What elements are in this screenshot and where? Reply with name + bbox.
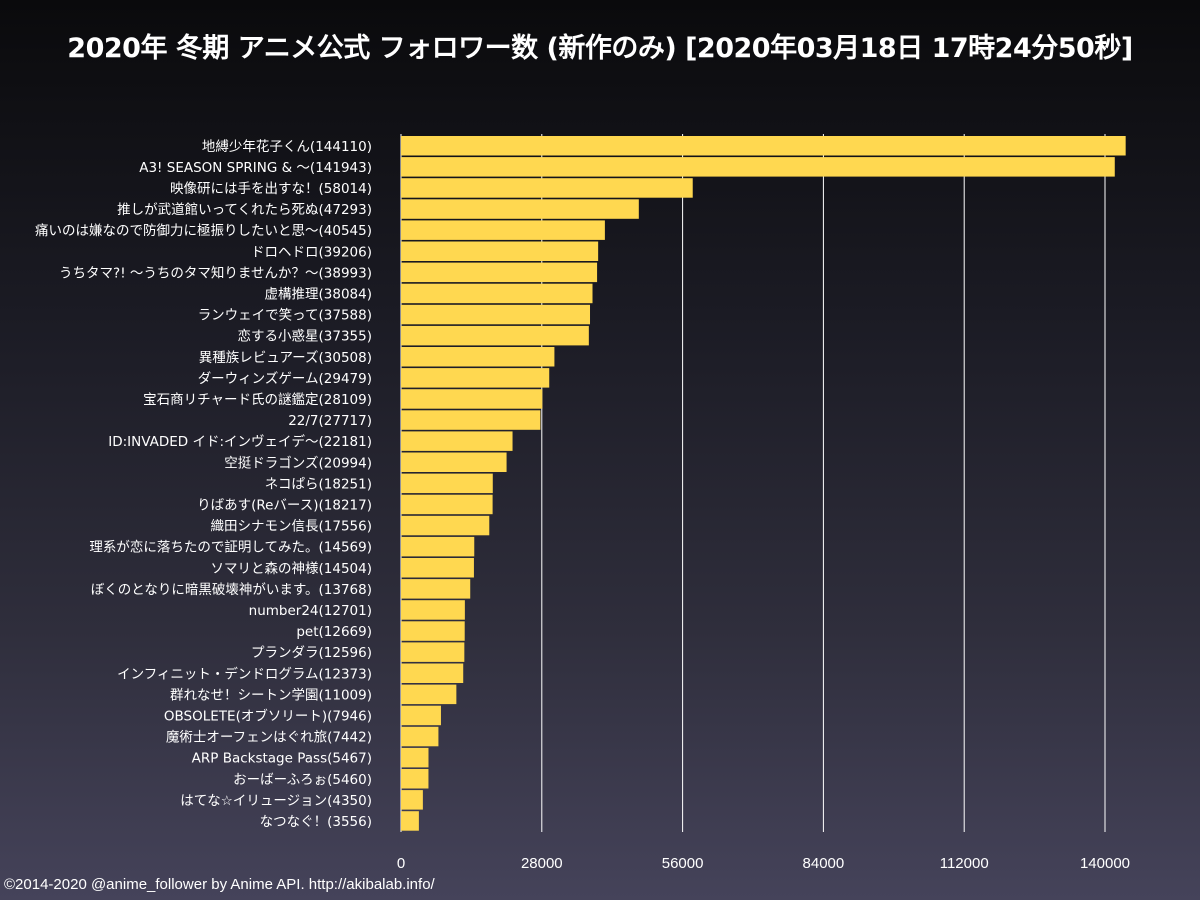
bar (401, 241, 599, 261)
bar (401, 389, 543, 409)
category-label: ソマリと森の神様(14504) (211, 561, 372, 577)
bar (401, 684, 457, 705)
bars (401, 136, 1126, 831)
bar (401, 178, 693, 198)
x-tick-label: 28000 (521, 855, 563, 872)
category-label: ランウェイで笑って(37588) (198, 308, 372, 324)
bar (401, 157, 1115, 177)
bar (401, 347, 555, 367)
category-label: 織田シナモン信長(17556) (211, 519, 372, 535)
bar (401, 473, 493, 494)
x-tick-label: 112000 (940, 855, 989, 872)
category-label: なつなぐ！(3556) (260, 814, 372, 830)
category-label: 空挺ドラゴンズ(20994) (224, 454, 372, 471)
bar (401, 494, 493, 515)
category-label: りばあす(Reバース)(18217) (197, 497, 372, 513)
bar (401, 410, 541, 430)
category-label: うちタマ?! ～うちのタマ知りませんか？～(38993) (59, 264, 372, 281)
category-label: ARP Backstage Pass(5467) (192, 751, 372, 767)
category-label: 群れなせ！シートン学園(11009) (170, 687, 372, 703)
bar (401, 600, 465, 620)
category-label: はてな☆イリュージョン(4350) (180, 793, 372, 809)
x-tick-label: 0 (397, 855, 405, 872)
bar (401, 452, 507, 472)
bar (401, 515, 490, 536)
bar (401, 136, 1126, 156)
bar (401, 220, 605, 240)
bar (401, 199, 639, 219)
category-label: インフィニット・デンドログラム(12373) (117, 665, 372, 682)
x-tick-label: 84000 (803, 855, 845, 872)
bar (401, 558, 474, 578)
category-label: 虚構推理(38084) (265, 286, 372, 302)
category-label: ネコぱら(18251) (265, 476, 372, 492)
bar (401, 283, 593, 304)
category-label: 異種族レビュアーズ(30508) (199, 350, 372, 366)
category-label: 地縛少年花子くん(144110) (202, 138, 372, 155)
category-label: ドロヘドロ(39206) (251, 244, 372, 260)
bar (401, 790, 423, 810)
bar (401, 705, 441, 726)
category-label: プランダラ(12596) (251, 645, 372, 661)
category-label: 痛いのは嫌なので防御力に極振りしたいと思～(40545) (35, 222, 372, 239)
category-label: A3! SEASON SPRING & ～(141943) (139, 160, 372, 176)
x-tick-label: 140000 (1080, 855, 1130, 872)
category-labels: 地縛少年花子くん(144110) A3! SEASON SPRING & ～(14… (35, 138, 372, 830)
bar (401, 642, 465, 662)
category-label: 魔術士オーフェンはぐれ旅(7442) (166, 730, 372, 746)
bar (401, 325, 589, 346)
category-label: 22/7(27717) (288, 413, 372, 429)
bar (401, 811, 419, 831)
bar (401, 304, 591, 325)
bar (401, 769, 429, 789)
category-label: 映像研には手を出すな！(58014) (170, 181, 372, 197)
category-label: pet(12669) (296, 624, 372, 640)
category-label: 推しが武道館いってくれたら死ぬ(47293) (117, 202, 372, 218)
bar (401, 368, 550, 388)
x-tick-label: 56000 (662, 855, 704, 872)
bar (401, 431, 513, 451)
bar (401, 726, 439, 747)
bar (401, 579, 471, 599)
bar (401, 621, 465, 641)
category-label: ダーウィンズゲーム(29479) (198, 371, 372, 387)
bar (401, 262, 598, 283)
bar (401, 536, 475, 557)
x-axis-ticks: 0 28000 56000 84000 112000 140000 (397, 855, 1130, 872)
category-label: OBSOLETE(オブソリート)(7946) (164, 707, 372, 724)
category-label: ID:INVADED イド:インヴェイデ～(22181) (108, 433, 372, 450)
category-label: number24(12701) (249, 603, 372, 619)
category-label: 宝石商リチャード氏の謎鑑定(28109) (143, 391, 372, 408)
copyright-footer: ©2014-2020 @anime_follower by Anime API.… (4, 876, 435, 893)
category-label: おーばーふろぉ(5460) (233, 772, 372, 788)
category-label: 理系が恋に落ちたので証明してみた。(14569) (89, 539, 372, 556)
bar (401, 747, 429, 768)
category-label: 恋する小惑星(37355) (238, 328, 372, 345)
category-label: ぼくのとなりに暗黒破壊神がいます。(13768) (91, 582, 372, 598)
chart-title: 2020年 冬期 アニメ公式 フォロワー数 (新作のみ) [2020年03月18… (67, 33, 1133, 64)
bar (401, 663, 464, 683)
